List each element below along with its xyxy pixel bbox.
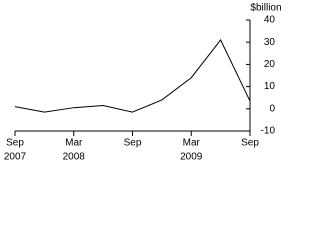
x-tick-label: Sep xyxy=(124,138,142,149)
x-year-label: 2007 xyxy=(4,152,27,163)
y-tick-label: 10 xyxy=(264,81,276,92)
y-tick-label: 20 xyxy=(264,59,276,70)
chart: $billion -10 0 10 20 30 40 Sep 2007 Mar 2008 Sep Ma… xyxy=(4,3,282,163)
y-tick-label: 0 xyxy=(269,103,275,114)
x-tick-label: Mar xyxy=(65,138,83,149)
x-tick-label: Mar xyxy=(183,138,201,149)
y-tick-label: 30 xyxy=(264,37,276,48)
line xyxy=(14,39,251,113)
x-tick-label: Sep xyxy=(241,138,259,149)
x-year-label: 2008 xyxy=(63,152,86,163)
y-tick-label: -10 xyxy=(261,126,276,137)
y-tick-label: 40 xyxy=(264,15,276,26)
unit-label: $billion xyxy=(250,3,281,14)
x-tick-label: Sep xyxy=(6,138,24,149)
x-year-label: 2009 xyxy=(180,152,203,163)
